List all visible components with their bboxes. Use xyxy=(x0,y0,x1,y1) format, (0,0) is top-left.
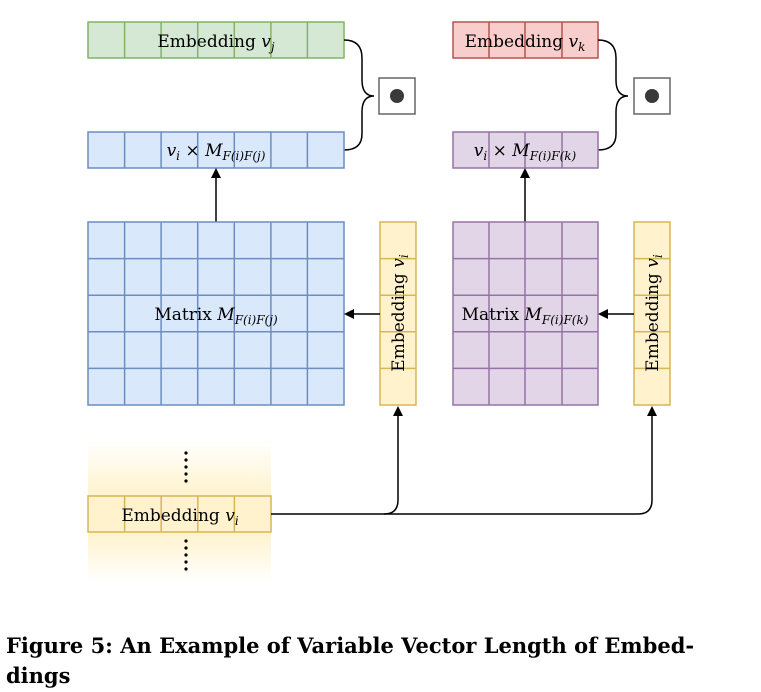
vertical-embedding-right: Embedding vi xyxy=(633,221,671,406)
connector-to-vertical-right xyxy=(384,406,657,515)
dot-product-box-left xyxy=(378,77,416,115)
product-right-label: vi × MF(i)F(k) xyxy=(474,141,577,163)
bottom-embedding-bar: Embedding vi xyxy=(87,495,272,533)
figure-caption-line1: Figure 5: An Example of Variable Vector … xyxy=(6,633,694,658)
product-left-label: vi × MF(i)F(j) xyxy=(167,141,266,163)
ellipsis-bottom xyxy=(184,539,188,571)
dot-product-box-right xyxy=(633,77,671,115)
bottom-embedding-label: Embedding vi xyxy=(121,506,239,528)
embedding-vk-label: Embedding vk xyxy=(465,32,586,54)
embedding-vj-bar: Embedding vj xyxy=(87,21,345,59)
matrix-left: Matrix MF(i)F(j) xyxy=(87,221,345,406)
matrix-right: Matrix MF(i)F(k) xyxy=(452,221,599,406)
product-bar-left: vi × MF(i)F(j) xyxy=(87,131,345,169)
vertical-embedding-right-label: Embedding vi xyxy=(643,254,665,372)
matrix-right-label: Matrix MF(i)F(k) xyxy=(462,305,589,327)
fade-bottom xyxy=(88,532,271,582)
product-bar-right: vi × MF(i)F(k) xyxy=(452,131,599,169)
brace-right xyxy=(597,39,629,151)
ellipsis-top xyxy=(184,451,188,483)
fade-top xyxy=(88,440,271,496)
brace-left xyxy=(343,39,375,151)
dot-operator-icon xyxy=(645,89,659,103)
embedding-vj-label: Embedding vj xyxy=(157,32,275,54)
dot-operator-icon xyxy=(390,89,404,103)
connector-to-vertical-left xyxy=(271,406,403,515)
matrix-left-label: Matrix MF(i)F(j) xyxy=(154,305,278,327)
vertical-embedding-left: Embedding vi xyxy=(379,221,417,406)
figure-caption-line2: dings xyxy=(6,663,70,688)
vertical-embedding-left-label: Embedding vi xyxy=(389,254,411,372)
embedding-vk-bar: Embedding vk xyxy=(452,21,599,59)
